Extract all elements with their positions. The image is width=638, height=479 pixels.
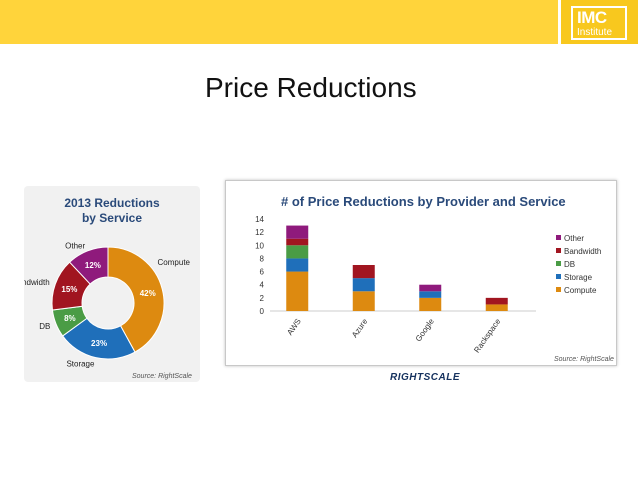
bar-segment-rackspace-compute — [485, 304, 508, 311]
donut-percent-label: 8% — [64, 314, 76, 323]
legend-swatch — [556, 261, 561, 266]
bar-segment-aws-compute — [286, 271, 309, 311]
bar-segment-azure-compute — [352, 291, 375, 311]
bar-segment-aws-storage — [286, 258, 309, 272]
donut-slice-compute — [107, 246, 165, 353]
y-tick-label: 10 — [255, 241, 264, 250]
imc-institute-logo: IMC Institute — [558, 0, 638, 44]
x-tick-label: AWS — [285, 317, 303, 337]
donut-category-label: DB — [39, 322, 50, 331]
donut-slice-other — [68, 246, 109, 285]
x-tick-label: Google — [414, 317, 436, 344]
bar-segment-aws-bandwidth — [286, 238, 309, 246]
donut-title-line-2: by Service — [82, 211, 142, 225]
donut-category-label: Compute — [158, 258, 191, 267]
logo-frame: IMC Institute — [571, 6, 627, 40]
slide-title: Price Reductions — [205, 72, 417, 103]
donut-category-label: Other — [65, 241, 85, 250]
bar-segment-azure-bandwidth — [352, 265, 375, 279]
donut-title-line-1: 2013 Reductions — [64, 196, 160, 210]
legend-swatch — [556, 274, 561, 279]
donut-source: Source: RightScale — [132, 373, 192, 380]
donut-percent-label: 12% — [85, 261, 101, 270]
legend-label: Other — [564, 234, 584, 243]
legend-label: DB — [564, 260, 575, 269]
bar-chart-title: # of Price Reductions by Provider and Se… — [281, 194, 566, 209]
y-tick-label: 8 — [260, 254, 265, 263]
x-tick-label: Rackspace — [472, 317, 502, 355]
top-banner — [0, 0, 638, 44]
donut-category-label: Bandwidth — [24, 278, 50, 287]
y-tick-label: 6 — [260, 268, 265, 277]
bar-segment-azure-storage — [352, 278, 375, 292]
y-tick-label: 14 — [255, 215, 264, 224]
donut-category-label: Storage — [66, 360, 95, 369]
bar-chart-source: Source: RightScale — [554, 356, 614, 363]
x-tick-label: Azure — [350, 317, 370, 340]
y-tick-label: 12 — [255, 228, 264, 237]
stacked-bar-chart: # of Price Reductions by Provider and Se… — [255, 194, 614, 363]
legend-label: Storage — [564, 273, 593, 282]
legend-swatch — [556, 235, 561, 240]
bar-segment-google-compute — [419, 297, 442, 311]
bar-segment-google-other — [419, 284, 442, 292]
logo-bottom-text: Institute — [577, 27, 613, 38]
logo-top-text: IMC — [577, 8, 607, 27]
donut-chart: 2013 Reductions by Service 42% Compute 23%… — [12, 196, 192, 380]
bar-segment-google-storage — [419, 291, 442, 298]
bar-segment-rackspace-bandwidth — [485, 297, 508, 305]
y-tick-label: 4 — [260, 281, 265, 290]
donut-chart-panel: 2013 Reductions by Service 42% Compute 23%… — [12, 186, 200, 382]
y-tick-label: 0 — [260, 307, 265, 316]
legend-swatch — [556, 248, 561, 253]
legend-swatch — [556, 287, 561, 292]
legend-label: Compute — [564, 286, 597, 295]
donut-percent-label: 42% — [140, 289, 156, 298]
bar-chart-panel: # of Price Reductions by Provider and Se… — [225, 180, 617, 366]
bar-segment-aws-db — [286, 245, 309, 259]
rightscale-logo: RIGHTSCALE — [390, 372, 460, 383]
legend-label: Bandwidth — [564, 247, 601, 256]
donut-percent-label: 23% — [91, 339, 107, 348]
y-tick-label: 2 — [260, 294, 265, 303]
bar-segment-aws-other — [286, 225, 309, 239]
donut-percent-label: 15% — [61, 285, 77, 294]
